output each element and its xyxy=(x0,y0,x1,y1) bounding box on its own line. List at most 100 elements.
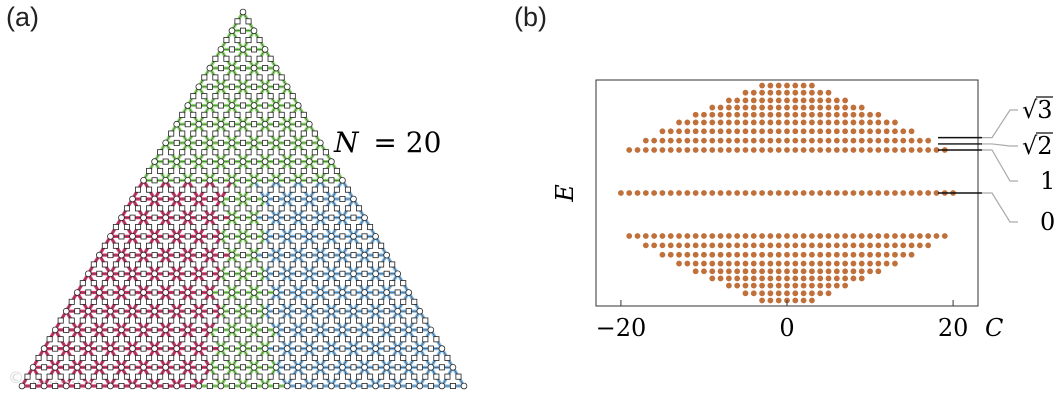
data-point xyxy=(892,251,898,258)
data-point xyxy=(775,190,782,196)
lattice-square-site xyxy=(251,46,258,53)
data-point xyxy=(842,128,849,135)
data-point xyxy=(734,147,741,153)
lattice-square-site xyxy=(356,261,363,268)
lattice-square-site xyxy=(234,373,241,380)
lattice-square-site xyxy=(356,373,363,380)
lattice-square-site xyxy=(157,149,164,156)
lattice-circle-site xyxy=(228,363,236,371)
data-point xyxy=(626,147,633,153)
lattice-square-site xyxy=(383,270,390,277)
lattice-square-site xyxy=(333,242,340,249)
data-point xyxy=(809,128,815,135)
panel-b-label: (b) xyxy=(514,2,547,32)
data-point xyxy=(875,111,882,118)
lattice-circle-site xyxy=(239,158,247,165)
lattice-square-site xyxy=(228,270,235,277)
data-point xyxy=(725,275,732,282)
data-point xyxy=(925,190,932,196)
data-point xyxy=(684,260,691,267)
lattice-square-site xyxy=(267,55,274,62)
lattice-square-site xyxy=(449,382,456,389)
lattice-square-site xyxy=(234,18,241,25)
lattice-circle-site xyxy=(228,139,236,147)
data-point xyxy=(809,82,815,89)
lattice-square-site xyxy=(427,345,434,352)
lattice-square-site xyxy=(135,261,142,268)
lattice-square-site xyxy=(350,252,357,259)
data-point xyxy=(676,147,682,153)
lattice-circle-site xyxy=(62,345,70,352)
lattice-circle-site xyxy=(250,214,258,222)
data-point xyxy=(817,111,824,118)
lattice-square-site xyxy=(179,298,186,305)
lattice-square-site xyxy=(112,242,119,249)
lattice-square-site xyxy=(201,373,208,380)
data-point xyxy=(742,190,749,196)
lattice-square-site xyxy=(201,354,208,361)
data-point xyxy=(850,119,857,126)
data-point xyxy=(701,242,707,249)
lattice-square-site xyxy=(223,354,230,361)
data-point xyxy=(800,233,807,239)
data-point xyxy=(833,242,840,249)
lattice-square-site xyxy=(245,167,252,174)
data-point xyxy=(717,119,724,126)
data-point xyxy=(775,137,782,144)
lattice-square-site xyxy=(234,186,241,193)
data-point xyxy=(908,242,915,249)
x-tick-label: 20 xyxy=(938,314,969,342)
lattice-circle-site xyxy=(283,233,291,240)
data-point xyxy=(817,137,824,144)
data-point xyxy=(742,282,749,289)
data-point xyxy=(833,233,840,239)
lattice-square-site xyxy=(267,224,274,231)
data-point xyxy=(842,147,849,153)
lattice-square-site xyxy=(201,298,208,305)
lattice-square-site xyxy=(433,336,440,343)
data-point xyxy=(750,97,757,104)
lattice-square-site xyxy=(57,317,64,324)
data-point xyxy=(858,233,865,239)
data-point xyxy=(742,97,749,104)
lattice-square-site xyxy=(278,298,285,305)
lattice-circle-site xyxy=(162,363,169,371)
lattice-square-site xyxy=(228,121,235,128)
lattice-circle-site xyxy=(261,382,269,390)
data-point xyxy=(667,233,674,239)
lattice-square-site xyxy=(367,336,374,343)
data-point xyxy=(750,233,757,239)
lattice-circle-site xyxy=(173,270,181,278)
annotation-leader xyxy=(982,109,1018,139)
lattice-square-site xyxy=(223,242,230,249)
lattice-circle-site xyxy=(184,363,192,371)
lattice-square-site xyxy=(256,205,263,212)
lattice-square-site xyxy=(356,354,363,361)
data-point xyxy=(734,282,741,289)
data-point xyxy=(900,147,907,153)
lattice-square-site xyxy=(195,139,202,146)
lattice-circle-site xyxy=(305,233,313,240)
lattice-square-site xyxy=(267,130,274,137)
lattice-square-site xyxy=(328,177,335,184)
lattice-circle-site xyxy=(239,83,247,91)
lattice-square-site xyxy=(212,130,219,137)
lattice-square-site xyxy=(179,242,186,249)
data-point xyxy=(734,104,741,111)
lattice-square-site xyxy=(300,130,307,137)
data-point xyxy=(775,251,782,258)
lattice-square-site xyxy=(317,158,324,165)
lattice-square-site xyxy=(223,149,230,156)
data-point xyxy=(684,137,691,144)
lattice-square-site xyxy=(361,345,368,352)
lattice-circle-site xyxy=(383,363,390,371)
lattice-square-site xyxy=(217,326,224,333)
data-point xyxy=(692,190,699,196)
lattice-circle-site xyxy=(184,326,192,334)
lattice-square-site xyxy=(284,364,291,371)
lattice-circle-site xyxy=(317,214,324,222)
lattice-square-site xyxy=(245,111,252,118)
lattice-square-site xyxy=(79,373,86,380)
data-point xyxy=(717,137,724,144)
data-point xyxy=(717,104,724,111)
